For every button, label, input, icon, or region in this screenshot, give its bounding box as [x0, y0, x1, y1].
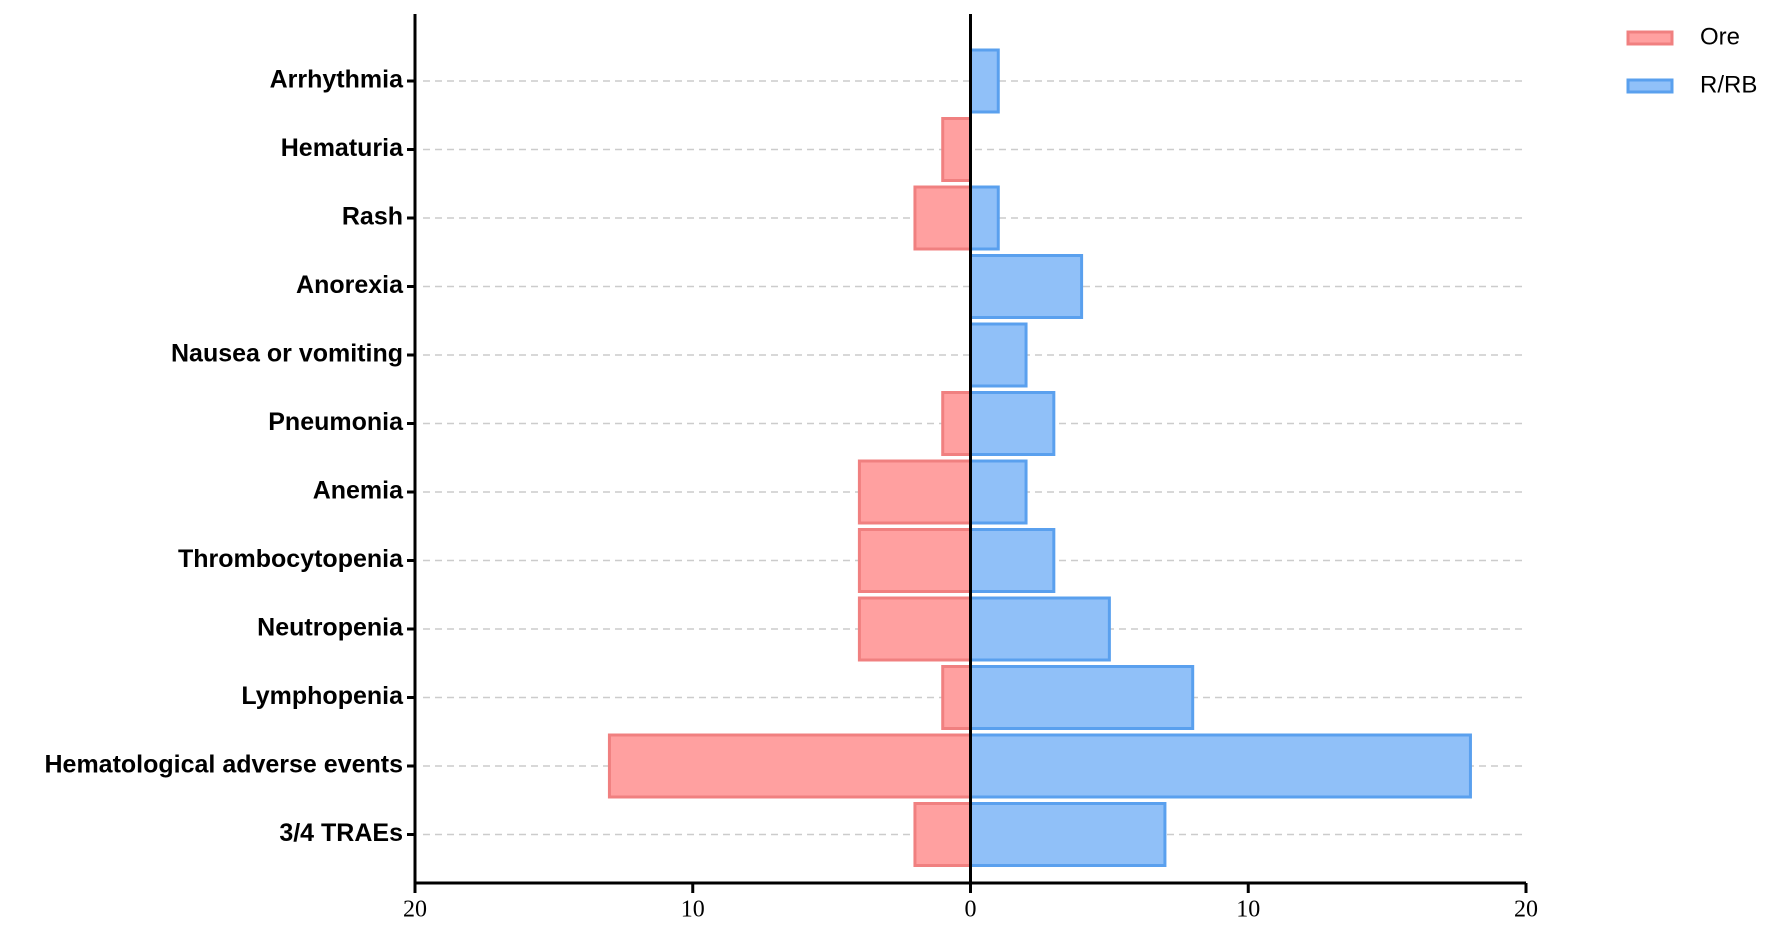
bar: [913, 185, 973, 251]
bar: [969, 665, 1195, 730]
legend-swatch: [1626, 30, 1674, 46]
legend-label: Ore: [1700, 23, 1740, 50]
category-label: Anemia: [313, 477, 404, 505]
category-label: Thrombocytopenia: [178, 545, 404, 573]
bar: [913, 802, 973, 867]
bar: [941, 391, 972, 456]
x-tick-label: 10: [1236, 897, 1260, 923]
x-tick-label: 20: [403, 897, 427, 923]
bar: [969, 254, 1084, 319]
bar: [969, 185, 1000, 251]
category-label: 3/4 TRAEs: [279, 819, 403, 847]
bar: [969, 459, 1028, 525]
category-label: Neutropenia: [257, 614, 404, 642]
category-label: Lymphopenia: [241, 682, 404, 710]
bar: [941, 665, 972, 730]
bar: [969, 733, 1472, 799]
category-label: Pneumonia: [268, 408, 404, 436]
category-label: Arrhythmia: [270, 66, 404, 94]
bar: [857, 596, 973, 662]
bar: [969, 528, 1056, 593]
legend-swatch: [1626, 78, 1674, 94]
legend-label: R/RB: [1700, 71, 1757, 98]
bar: [857, 459, 973, 525]
x-tick-label: 0: [965, 897, 977, 923]
bar: [969, 596, 1111, 662]
bar: [969, 391, 1056, 456]
bar: [969, 48, 1000, 114]
bar: [857, 528, 973, 593]
x-tick-label: 10: [681, 897, 705, 923]
bar: [607, 733, 972, 799]
category-label: Hematuria: [281, 134, 404, 162]
category-label: Nausea or vomiting: [171, 340, 403, 368]
bar: [941, 117, 972, 182]
bar: [969, 322, 1028, 388]
bar: [969, 802, 1167, 867]
category-label: Hematological adverse events: [45, 751, 404, 779]
category-label: Anorexia: [296, 271, 404, 299]
category-label: Rash: [342, 203, 403, 231]
x-tick-label: 20: [1514, 897, 1538, 923]
